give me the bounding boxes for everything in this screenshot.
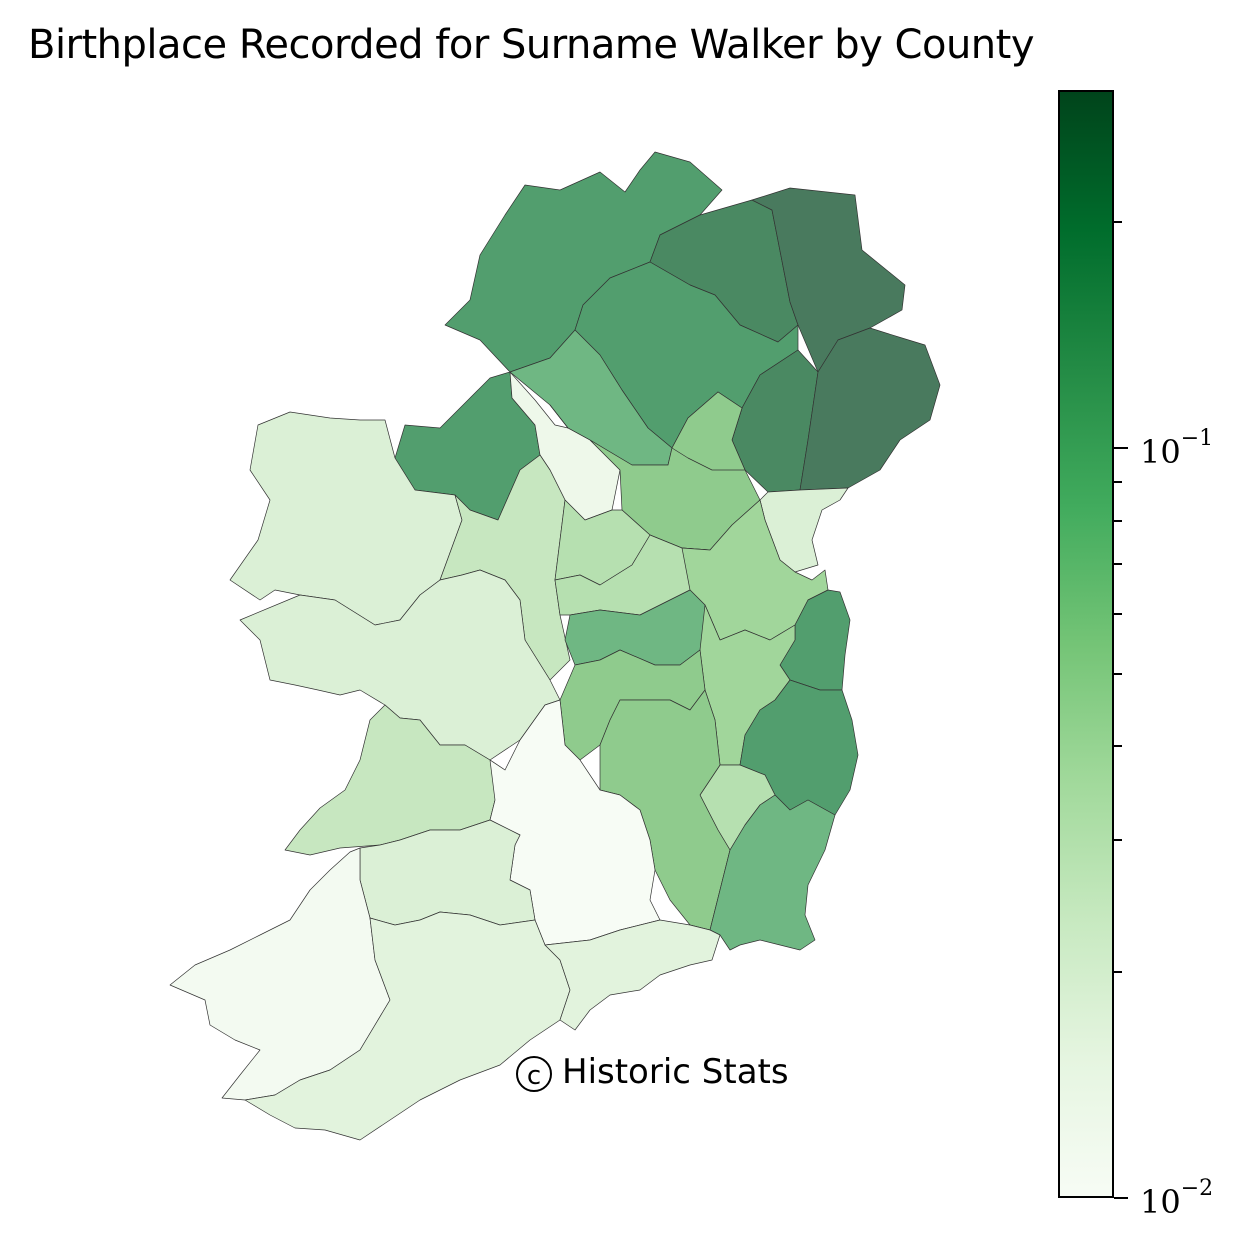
colorbar-tick-label: 10−2 (1140, 1176, 1214, 1221)
colorbar-major-tick (1114, 1197, 1128, 1199)
county-waterford (544, 919, 721, 1031)
colorbar-minor-tick (1114, 745, 1122, 748)
colorbar-minor-tick (1114, 481, 1122, 484)
county-wexford (709, 794, 836, 951)
copyright-notice: c Historic Stats (516, 1052, 789, 1092)
colorbar-minor-tick (1114, 221, 1122, 224)
colorbar (1058, 90, 1114, 1198)
copyright-text: Historic Stats (562, 1052, 789, 1092)
colorbar-minor-tick (1114, 971, 1122, 974)
colorbar-minor-tick (1114, 839, 1122, 842)
colorbar-tick-label: 10−1 (1140, 425, 1214, 471)
colorbar-minor-tick (1114, 519, 1122, 522)
county-cork (244, 911, 571, 1141)
map-title: Birthplace Recorded for Surname Walker b… (28, 22, 1035, 68)
colorbar-minor-tick (1114, 613, 1122, 616)
county-monaghan (671, 391, 746, 471)
colorbar-major-tick (1114, 446, 1128, 449)
copyright-icon: c (516, 1055, 552, 1092)
colorbar-minor-tick (1114, 672, 1122, 675)
colorbar-minor-tick (1114, 563, 1122, 566)
county-louth (759, 487, 849, 573)
